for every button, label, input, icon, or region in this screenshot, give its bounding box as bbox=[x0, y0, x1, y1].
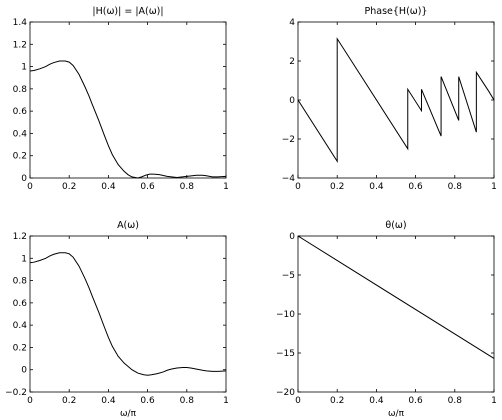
amplitude-ytick-label: 0 bbox=[21, 366, 27, 376]
phase-ytick-label: −2 bbox=[282, 135, 295, 145]
phase-xtick-label: 0.4 bbox=[369, 182, 384, 192]
magnitude-subplot: 0 0.2 0.4 0.6 0.8 1 0 0.2 0.4 0.6 0.8 1 1.2 1.4 |H(ω)|… bbox=[13, 6, 229, 192]
theta-ytick-label: −5 bbox=[282, 271, 295, 281]
amplitude-ytick-label: 0.4 bbox=[13, 321, 28, 331]
amplitude-ytick-label: 1 bbox=[21, 254, 27, 264]
amplitude-subplot: 0 0.2 0.4 0.6 0.8 1−0.200.20.40.60.811.2A(ω)ω… bbox=[5, 220, 229, 419]
magnitude-ytick-label: 0.4 bbox=[13, 129, 28, 139]
phase-ytick-label: 4 bbox=[289, 18, 295, 28]
magnitude-xtick-label: 0.4 bbox=[101, 182, 116, 192]
amplitude-xlabel: ω/π bbox=[120, 409, 137, 419]
magnitude-xtick-label: 0 bbox=[27, 182, 33, 192]
phase-xtick-label: 0 bbox=[295, 182, 301, 192]
magnitude-ytick-label: 1.4 bbox=[13, 18, 28, 28]
phase-title: Phase{H(ω)} bbox=[365, 6, 428, 17]
magnitude-ytick-label: 0.2 bbox=[13, 152, 27, 162]
magnitude-series-line bbox=[29, 60, 227, 179]
theta-ytick-label: −20 bbox=[276, 388, 295, 398]
theta-xtick-label: 0.6 bbox=[408, 396, 423, 406]
magnitude-ytick-label: 1 bbox=[21, 63, 27, 73]
theta-xlabel: ω/π bbox=[388, 409, 405, 419]
phase-ytick-label: −4 bbox=[282, 174, 296, 184]
phase-xtick-label: 0.8 bbox=[448, 182, 463, 192]
theta-xtick-label: 0.2 bbox=[330, 396, 344, 406]
amplitude-ytick-label: 0.2 bbox=[13, 343, 27, 353]
amplitude-xtick-label: 1 bbox=[223, 396, 229, 406]
theta-title: θ(ω) bbox=[385, 220, 406, 231]
amplitude-title: A(ω) bbox=[117, 220, 139, 231]
phase-ytick-label: 0 bbox=[289, 96, 295, 106]
magnitude-title: |H(ω)| = |A(ω)| bbox=[92, 6, 163, 17]
magnitude-xtick-label: 1 bbox=[223, 182, 229, 192]
magnitude-xtick-label: 0.2 bbox=[62, 182, 76, 192]
magnitude-ytick-label: 0 bbox=[21, 174, 27, 184]
magnitude-xtick-label: 0.6 bbox=[140, 182, 155, 192]
amplitude-xtick-label: 0 bbox=[27, 396, 33, 406]
magnitude-ytick-label: 0.6 bbox=[13, 107, 28, 117]
amplitude-xtick-label: 0.2 bbox=[62, 396, 76, 406]
theta-axes-frame bbox=[297, 235, 495, 393]
theta-xtick-label: 0 bbox=[295, 396, 301, 406]
phase-series-line bbox=[297, 37, 495, 163]
theta-xtick-label: 0.8 bbox=[448, 396, 463, 406]
magnitude-ytick-label: 1.2 bbox=[13, 40, 27, 50]
amplitude-xtick-label: 0.4 bbox=[101, 396, 116, 406]
amplitude-ytick-label: 0.6 bbox=[13, 299, 28, 309]
amplitude-ytick-label: 1.2 bbox=[13, 232, 27, 242]
phase-axes-frame bbox=[297, 21, 495, 179]
theta-ytick-label: −15 bbox=[276, 349, 295, 359]
theta-xtick-label: 0.4 bbox=[369, 396, 384, 406]
theta-xtick-label: 1 bbox=[491, 396, 497, 406]
phase-xtick-label: 1 bbox=[491, 182, 497, 192]
theta-ytick-label: −10 bbox=[276, 310, 295, 320]
amplitude-ytick-label: −0.2 bbox=[5, 388, 27, 398]
phase-ytick-label: 2 bbox=[289, 57, 295, 67]
theta-ytick-label: 0 bbox=[289, 232, 295, 242]
amplitude-xtick-label: 0.6 bbox=[140, 396, 155, 406]
amplitude-ytick-label: 0.8 bbox=[13, 277, 28, 287]
magnitude-ytick-label: 0.8 bbox=[13, 85, 28, 95]
amplitude-xtick-label: 0.8 bbox=[180, 396, 195, 406]
amplitude-axes-frame bbox=[29, 235, 227, 393]
phase-xtick-label: 0.6 bbox=[408, 182, 423, 192]
theta-series-line bbox=[297, 235, 495, 359]
magnitude-axes-frame bbox=[29, 21, 227, 179]
amplitude-series-line bbox=[29, 252, 227, 376]
phase-subplot: 0 0.2 0.4 0.6 0.8 1 −4 −2 0 2 4 Phase{H(ω)} bbox=[282, 6, 497, 192]
theta-subplot: 0 0.2 0.4 0.6 0.8 1 −20 −15 −10 −5 0 θ(ω) ω/π bbox=[276, 220, 497, 419]
phase-xtick-label: 0.2 bbox=[330, 182, 344, 192]
magnitude-xtick-label: 0.8 bbox=[180, 182, 195, 192]
